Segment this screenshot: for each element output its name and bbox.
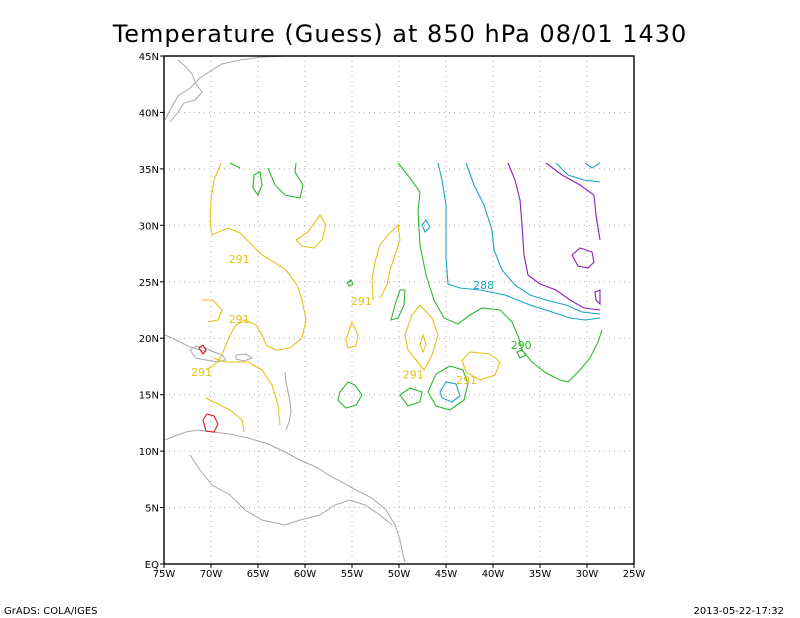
puerto-rico (235, 353, 254, 362)
x-tick-label: 40W (482, 569, 505, 580)
x-tick-label: 50W (388, 569, 411, 580)
contour-287-purple (507, 162, 601, 311)
map-title: Temperature (Guess) at 850 hPa 08/01 143… (112, 20, 688, 48)
footer-left: GrADS: COLA/IGES (4, 606, 98, 617)
bermuda (348, 280, 352, 284)
map-frame (163, 55, 635, 565)
x-tick-label: 45W (435, 569, 458, 580)
y-tick-label: 10N (139, 447, 159, 458)
grid-lines (164, 56, 634, 564)
contour-292-red (198, 344, 219, 433)
footer-right: 2013-05-22-17:32 (693, 606, 784, 617)
contour-label: 291 (403, 368, 424, 381)
contour-290-green (229, 162, 603, 411)
y-tick-label: 35N (139, 165, 159, 176)
y-tick-label: 45N (139, 52, 159, 63)
x-tick-label: 30W (576, 569, 599, 580)
south-america-interior (189, 454, 393, 526)
y-tick-label: 25N (139, 278, 159, 289)
x-tick-label: 65W (247, 569, 270, 580)
venezuela-colombia-coast (164, 429, 319, 469)
y-tick-label: 40N (139, 108, 159, 119)
contour-label: 291 (456, 374, 477, 387)
x-axis-ticks: 75W 70W 65W 60W 55W 50W 45W 40W 35W 30W 25W (153, 564, 646, 580)
y-tick-label: 20N (139, 334, 159, 345)
x-tick-label: 35W (529, 569, 552, 580)
guianas-coast (317, 467, 406, 563)
contour-288-cyan (421, 162, 601, 403)
contour-label: 291 (191, 366, 212, 379)
contour-labels: 291 291 291 291 291 291 288 290 (191, 253, 532, 387)
contour-label: 288 (473, 279, 494, 292)
new-england-coast (169, 59, 203, 123)
x-tick-label: 75W (153, 569, 176, 580)
y-tick-label: 30N (139, 221, 159, 232)
us-east-coast (164, 55, 291, 121)
y-axis-ticks: EQ 5N 10N 15N 20N 25N 30N 35N 40N 45N (139, 52, 164, 571)
contour-label: 291 (229, 253, 250, 266)
coastlines (164, 55, 406, 563)
x-tick-label: 25W (623, 569, 646, 580)
cuba (164, 334, 208, 353)
contour-label: 291 (351, 295, 372, 308)
y-tick-label: 15N (139, 391, 159, 402)
y-tick-label: EQ (145, 560, 159, 571)
contours (198, 162, 603, 433)
lesser-antilles (284, 371, 292, 431)
x-tick-label: 55W (341, 569, 364, 580)
x-tick-label: 60W (294, 569, 317, 580)
x-tick-label: 70W (200, 569, 223, 580)
contour-label: 291 (229, 313, 250, 326)
contour-label: 290 (511, 339, 532, 352)
contour-291-yellow (202, 162, 501, 433)
y-tick-label: 5N (145, 504, 159, 515)
